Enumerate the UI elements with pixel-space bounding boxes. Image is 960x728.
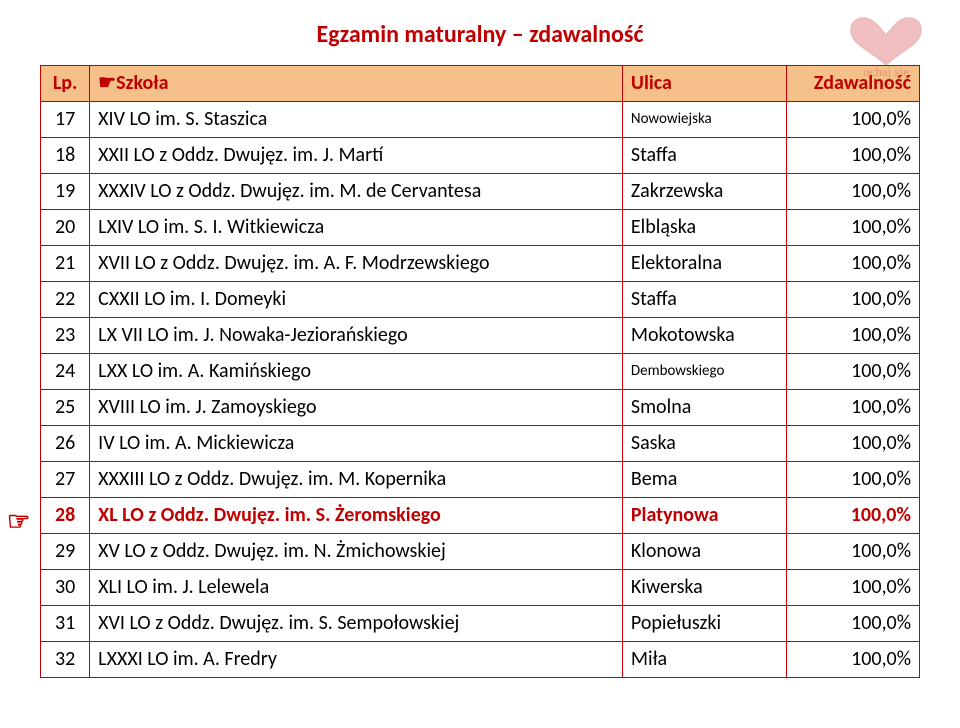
cell-szkola: LXX LO im. A. Kamińskiego <box>90 354 623 390</box>
table-row: 19XXXIV LO z Oddz. Dwujęz. im. M. de Cer… <box>41 174 920 210</box>
cell-lp: 20 <box>41 210 90 246</box>
cell-ulica: Dembowskiego <box>622 354 786 390</box>
cell-lp: 21 <box>41 246 90 282</box>
cell-zdawalnosc: 100,0% <box>786 210 919 246</box>
cell-lp: 24 <box>41 354 90 390</box>
cell-szkola: LX VII LO im. J. Nowaka-Jeziorańskiego <box>90 318 623 354</box>
table-row: 29XV LO z Oddz. Dwujęz. im. N. Żmichowsk… <box>41 534 920 570</box>
cell-zdawalnosc: 100,0% <box>786 246 919 282</box>
cell-ulica: Zakrzewska <box>622 174 786 210</box>
table-row: 31XVI LO z Oddz. Dwujęz. im. S. Sempołow… <box>41 606 920 642</box>
cell-zdawalnosc: 100,0% <box>786 606 919 642</box>
cell-zdawalnosc: 100,0% <box>786 642 919 678</box>
table-header-row: Lp. ☛Szkoła Ulica Zdawalność <box>41 66 920 102</box>
cell-zdawalnosc: 100,0% <box>786 354 919 390</box>
cell-lp: 32 <box>41 642 90 678</box>
cell-szkola: XIV LO im. S. Staszica <box>90 102 623 138</box>
cell-szkola: XL LO z Oddz. Dwujęz. im. S. Żeromskiego <box>90 498 623 534</box>
cell-lp: 31 <box>41 606 90 642</box>
cell-ulica: Elbląska <box>622 210 786 246</box>
cell-ulica: Nowowiejska <box>622 102 786 138</box>
cell-ulica: Platynowa <box>622 498 786 534</box>
table-row: 25XVIII LO im. J. ZamoyskiegoSmolna100,0… <box>41 390 920 426</box>
cell-szkola: XXII LO z Oddz. Dwujęz. im. J. Martí <box>90 138 623 174</box>
cell-lp: 27 <box>41 462 90 498</box>
cell-lp: 26 <box>41 426 90 462</box>
table-row: 18XXII LO z Oddz. Dwujęz. im. J. MartíSt… <box>41 138 920 174</box>
cell-szkola: LXXXI LO im. A. Fredry <box>90 642 623 678</box>
table-row: 23LX VII LO im. J. Nowaka-Jeziorańskiego… <box>41 318 920 354</box>
cell-ulica: Staffa <box>622 282 786 318</box>
table-row: 17XIV LO im. S. StaszicaNowowiejska100,0… <box>41 102 920 138</box>
cell-zdawalnosc: 100,0% <box>786 570 919 606</box>
cell-zdawalnosc: 100,0% <box>786 426 919 462</box>
cell-zdawalnosc: 100,0% <box>786 390 919 426</box>
cell-szkola: XVI LO z Oddz. Dwujęz. im. S. Sempołowsk… <box>90 606 623 642</box>
col-header-szkola: ☛Szkoła <box>90 66 623 102</box>
table-row: 24LXX LO im. A. KamińskiegoDembowskiego1… <box>41 354 920 390</box>
cell-zdawalnosc: 100,0% <box>786 174 919 210</box>
results-table: Lp. ☛Szkoła Ulica Zdawalność 17XIV LO im… <box>40 65 920 678</box>
cell-lp: 22 <box>41 282 90 318</box>
table-row: 28☞XL LO z Oddz. Dwujęz. im. S. Żeromski… <box>41 498 920 534</box>
cell-ulica: Bema <box>622 462 786 498</box>
page-title: Egzamin maturalny – zdawalność <box>40 20 920 49</box>
cell-ulica: Kiwerska <box>622 570 786 606</box>
cell-zdawalnosc: 100,0% <box>786 102 919 138</box>
cell-ulica: Smolna <box>622 390 786 426</box>
cell-szkola: XV LO z Oddz. Dwujęz. im. N. Żmichowskie… <box>90 534 623 570</box>
cell-ulica: Mokotowska <box>622 318 786 354</box>
cell-zdawalnosc: 100,0% <box>786 462 919 498</box>
cell-zdawalnosc: 100,0% <box>786 282 919 318</box>
cell-szkola: XVIII LO im. J. Zamoyskiego <box>90 390 623 426</box>
col-header-lp: Lp. <box>41 66 90 102</box>
hand-pointer-icon: ☞ <box>7 504 30 539</box>
cell-zdawalnosc: 100,0% <box>786 318 919 354</box>
table-row: 32LXXXI LO im. A. FredryMiła100,0% <box>41 642 920 678</box>
table-row: 22CXXII LO im. I. DomeykiStaffa100,0% <box>41 282 920 318</box>
cell-ulica: Popiełuszki <box>622 606 786 642</box>
cell-ulica: Klonowa <box>622 534 786 570</box>
col-header-ulica: Ulica <box>622 66 786 102</box>
cell-szkola: XVII LO z Oddz. Dwujęz. im. A. F. Modrze… <box>90 246 623 282</box>
cell-lp: 25 <box>41 390 90 426</box>
cell-ulica: Staffa <box>622 138 786 174</box>
cell-szkola: XXXIII LO z Oddz. Dwujęz. im. M. Koperni… <box>90 462 623 498</box>
cell-ulica: Elektoralna <box>622 246 786 282</box>
col-header-zdawalnosc: Zdawalność <box>786 66 919 102</box>
cell-lp: 28☞ <box>41 498 90 534</box>
table-row: 26IV LO im. A. MickiewiczaSaska100,0% <box>41 426 920 462</box>
cell-lp: 29 <box>41 534 90 570</box>
cell-szkola: XXXIV LO z Oddz. Dwujęz. im. M. de Cerva… <box>90 174 623 210</box>
cell-ulica: Saska <box>622 426 786 462</box>
cell-szkola: IV LO im. A. Mickiewicza <box>90 426 623 462</box>
cell-szkola: CXXII LO im. I. Domeyki <box>90 282 623 318</box>
cell-lp: 30 <box>41 570 90 606</box>
cell-lp: 19 <box>41 174 90 210</box>
cell-zdawalnosc: 100,0% <box>786 498 919 534</box>
cell-szkola: LXIV LO im. S. I. Witkiewicza <box>90 210 623 246</box>
table-row: 20LXIV LO im. S. I. WitkiewiczaElbląska1… <box>41 210 920 246</box>
table-row: 21XVII LO z Oddz. Dwujęz. im. A. F. Modr… <box>41 246 920 282</box>
cell-lp: 18 <box>41 138 90 174</box>
table-row: 27XXXIII LO z Oddz. Dwujęz. im. M. Koper… <box>41 462 920 498</box>
cell-zdawalnosc: 100,0% <box>786 138 919 174</box>
cell-lp: 23 <box>41 318 90 354</box>
cell-szkola: XLI LO im. J. Lelewela <box>90 570 623 606</box>
cell-ulica: Miła <box>622 642 786 678</box>
cell-lp: 17 <box>41 102 90 138</box>
cell-zdawalnosc: 100,0% <box>786 534 919 570</box>
table-row: 30XLI LO im. J. LelewelaKiwerska100,0% <box>41 570 920 606</box>
